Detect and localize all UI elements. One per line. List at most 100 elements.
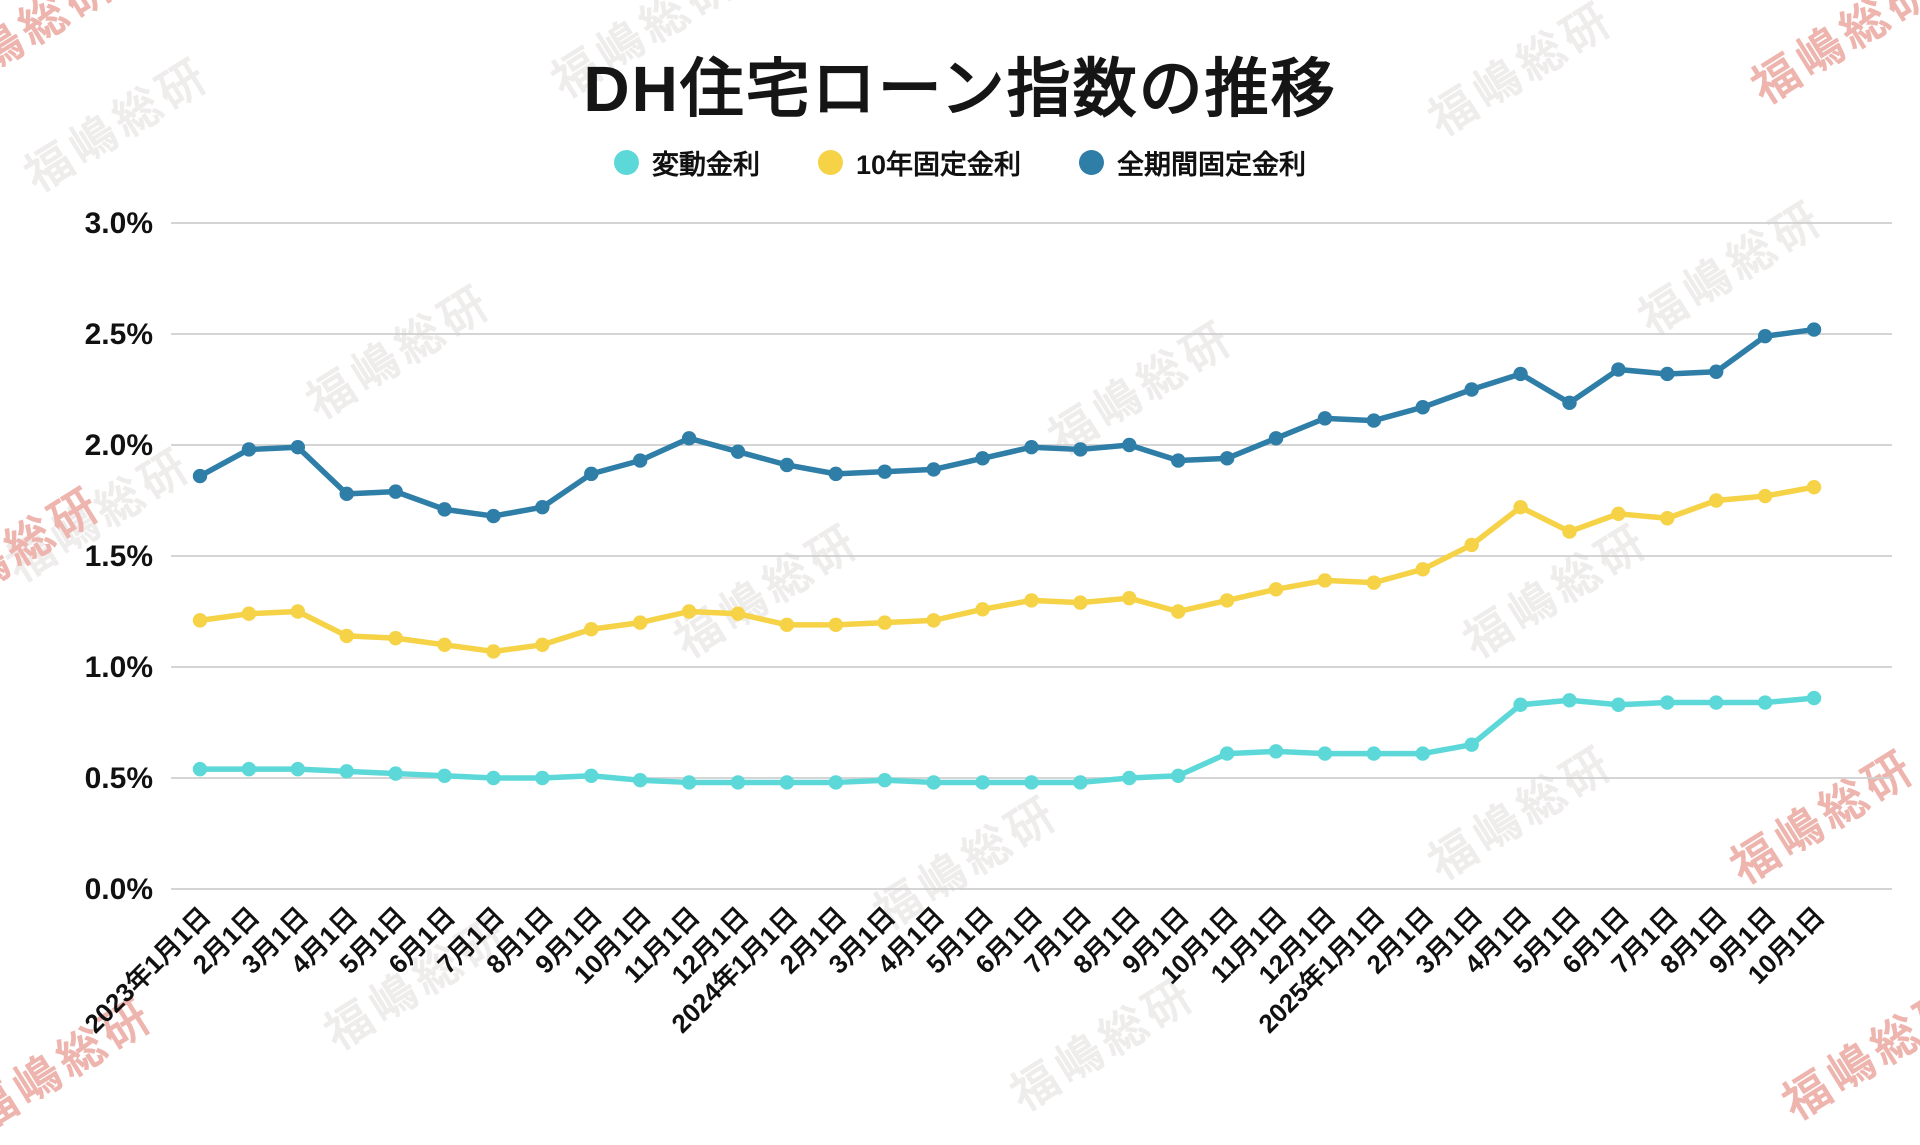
data-point-marker <box>584 466 599 482</box>
data-point-marker <box>1122 770 1137 786</box>
data-point-marker <box>975 775 990 790</box>
data-point-marker <box>779 617 795 633</box>
data-point-marker <box>1268 744 1284 759</box>
data-point-marker <box>1073 595 1088 610</box>
data-point-marker <box>1317 411 1333 426</box>
data-point-marker <box>1660 366 1675 382</box>
data-point-marker <box>926 613 941 628</box>
page-title: DH住宅ローン指数の推移 <box>583 53 1337 125</box>
legend-label-10y-fixed-rate: 10年固定金利 <box>855 150 1022 180</box>
legend-item-variable-rate: 変動金利 <box>613 143 760 182</box>
data-point-marker <box>437 768 452 783</box>
data-point-marker <box>877 615 892 630</box>
data-point-marker <box>1611 362 1626 377</box>
data-point-marker <box>877 773 892 788</box>
data-point-marker <box>1366 746 1382 761</box>
data-point-marker <box>926 462 941 477</box>
data-point-marker <box>1073 775 1088 790</box>
data-point-marker <box>241 606 257 621</box>
data-point-marker <box>1219 451 1235 466</box>
data-point-marker <box>241 442 257 457</box>
y-axis-tick-label: 3.0% <box>85 207 153 240</box>
data-point-marker <box>290 761 306 777</box>
data-point-marker <box>1757 695 1773 710</box>
legend-dot-variable-rate-icon <box>613 150 639 175</box>
y-axis-tick-label: 0.0% <box>85 873 153 906</box>
data-point-marker <box>339 486 354 502</box>
data-point-marker <box>584 622 599 637</box>
series-line <box>197 326 1817 519</box>
data-point-marker <box>1806 690 1822 706</box>
data-point-marker <box>290 440 306 455</box>
data-point-marker <box>1806 322 1822 337</box>
y-axis-tick-label: 2.5% <box>85 318 153 351</box>
data-point-marker <box>632 453 648 468</box>
data-point-marker <box>1513 697 1528 712</box>
data-point-marker <box>926 775 941 790</box>
data-point-marker <box>486 644 501 659</box>
data-point-marker <box>1562 395 1577 411</box>
data-point-marker <box>1317 746 1333 761</box>
data-point-marker <box>1171 453 1186 468</box>
data-point-marker <box>1171 604 1186 619</box>
data-point-marker <box>1219 593 1235 608</box>
legend-item-10y-fixed-rate: 10年固定金利 <box>817 143 1022 182</box>
data-point-marker <box>1611 697 1626 712</box>
data-point-marker <box>1024 775 1039 790</box>
data-point-marker <box>779 457 795 473</box>
series-line <box>197 695 1817 786</box>
data-point-marker <box>339 628 354 644</box>
data-point-marker <box>584 768 599 783</box>
legend-label-full-term-fixed-rate: 全期間固定金利 <box>1117 150 1307 180</box>
data-point-marker <box>535 637 550 652</box>
data-point-marker <box>486 508 501 524</box>
data-point-marker <box>1513 366 1528 382</box>
data-point-marker <box>730 775 746 790</box>
legend-item-full-term-fixed-rate: 全期間固定金利 <box>1079 143 1306 182</box>
data-point-marker <box>486 770 501 786</box>
data-point-marker <box>681 775 697 790</box>
data-point-marker <box>241 761 257 777</box>
data-point-marker <box>1709 493 1724 508</box>
data-point-marker <box>192 613 208 628</box>
data-point-marker <box>1757 329 1773 344</box>
data-point-marker <box>290 604 306 619</box>
data-point-marker <box>1415 400 1430 415</box>
y-axis-tick-label: 1.5% <box>85 540 153 573</box>
data-point-marker <box>730 444 746 459</box>
data-point-marker <box>1513 499 1528 515</box>
data-point-marker <box>828 775 844 790</box>
data-point-marker <box>1709 364 1724 379</box>
y-axis-tick-label: 0.5% <box>85 762 153 795</box>
data-point-marker <box>632 615 648 630</box>
data-point-marker <box>779 775 795 790</box>
data-point-marker <box>1366 413 1382 428</box>
data-point-marker <box>1268 431 1284 446</box>
data-point-marker <box>1317 573 1333 588</box>
chart-legend: 変動金利 10年固定金利 全期間固定金利 <box>613 143 1306 182</box>
data-point-marker <box>828 466 844 482</box>
x-axis-tick-label: 2023年1月1日 <box>79 901 217 1039</box>
legend-dot-full-term-fixed-rate-icon <box>1079 150 1105 175</box>
y-axis-tick-label: 2.0% <box>85 429 153 462</box>
data-point-marker <box>1611 506 1626 522</box>
data-point-marker <box>1757 488 1773 504</box>
data-point-marker <box>535 499 550 515</box>
data-point-marker <box>1464 737 1479 752</box>
data-point-marker <box>1415 746 1430 761</box>
data-point-marker <box>535 770 550 786</box>
legend-label-variable-rate: 変動金利 <box>651 150 760 180</box>
data-point-marker <box>1122 437 1137 453</box>
data-point-marker <box>192 761 208 777</box>
data-point-marker <box>1024 593 1039 608</box>
data-point-marker <box>1415 562 1430 577</box>
line-chart: 0.0%0.5%1.0%1.5%2.0%2.5%3.0%2023年1月1日2月1… <box>79 207 1892 1039</box>
data-point-marker <box>1660 695 1675 710</box>
data-point-marker <box>877 464 892 479</box>
data-point-marker <box>339 764 354 779</box>
legend-dot-10y-fixed-rate-icon <box>817 150 843 175</box>
data-point-marker <box>975 602 990 617</box>
data-point-marker <box>730 606 746 621</box>
data-point-marker <box>192 468 208 484</box>
data-point-marker <box>1464 382 1479 397</box>
